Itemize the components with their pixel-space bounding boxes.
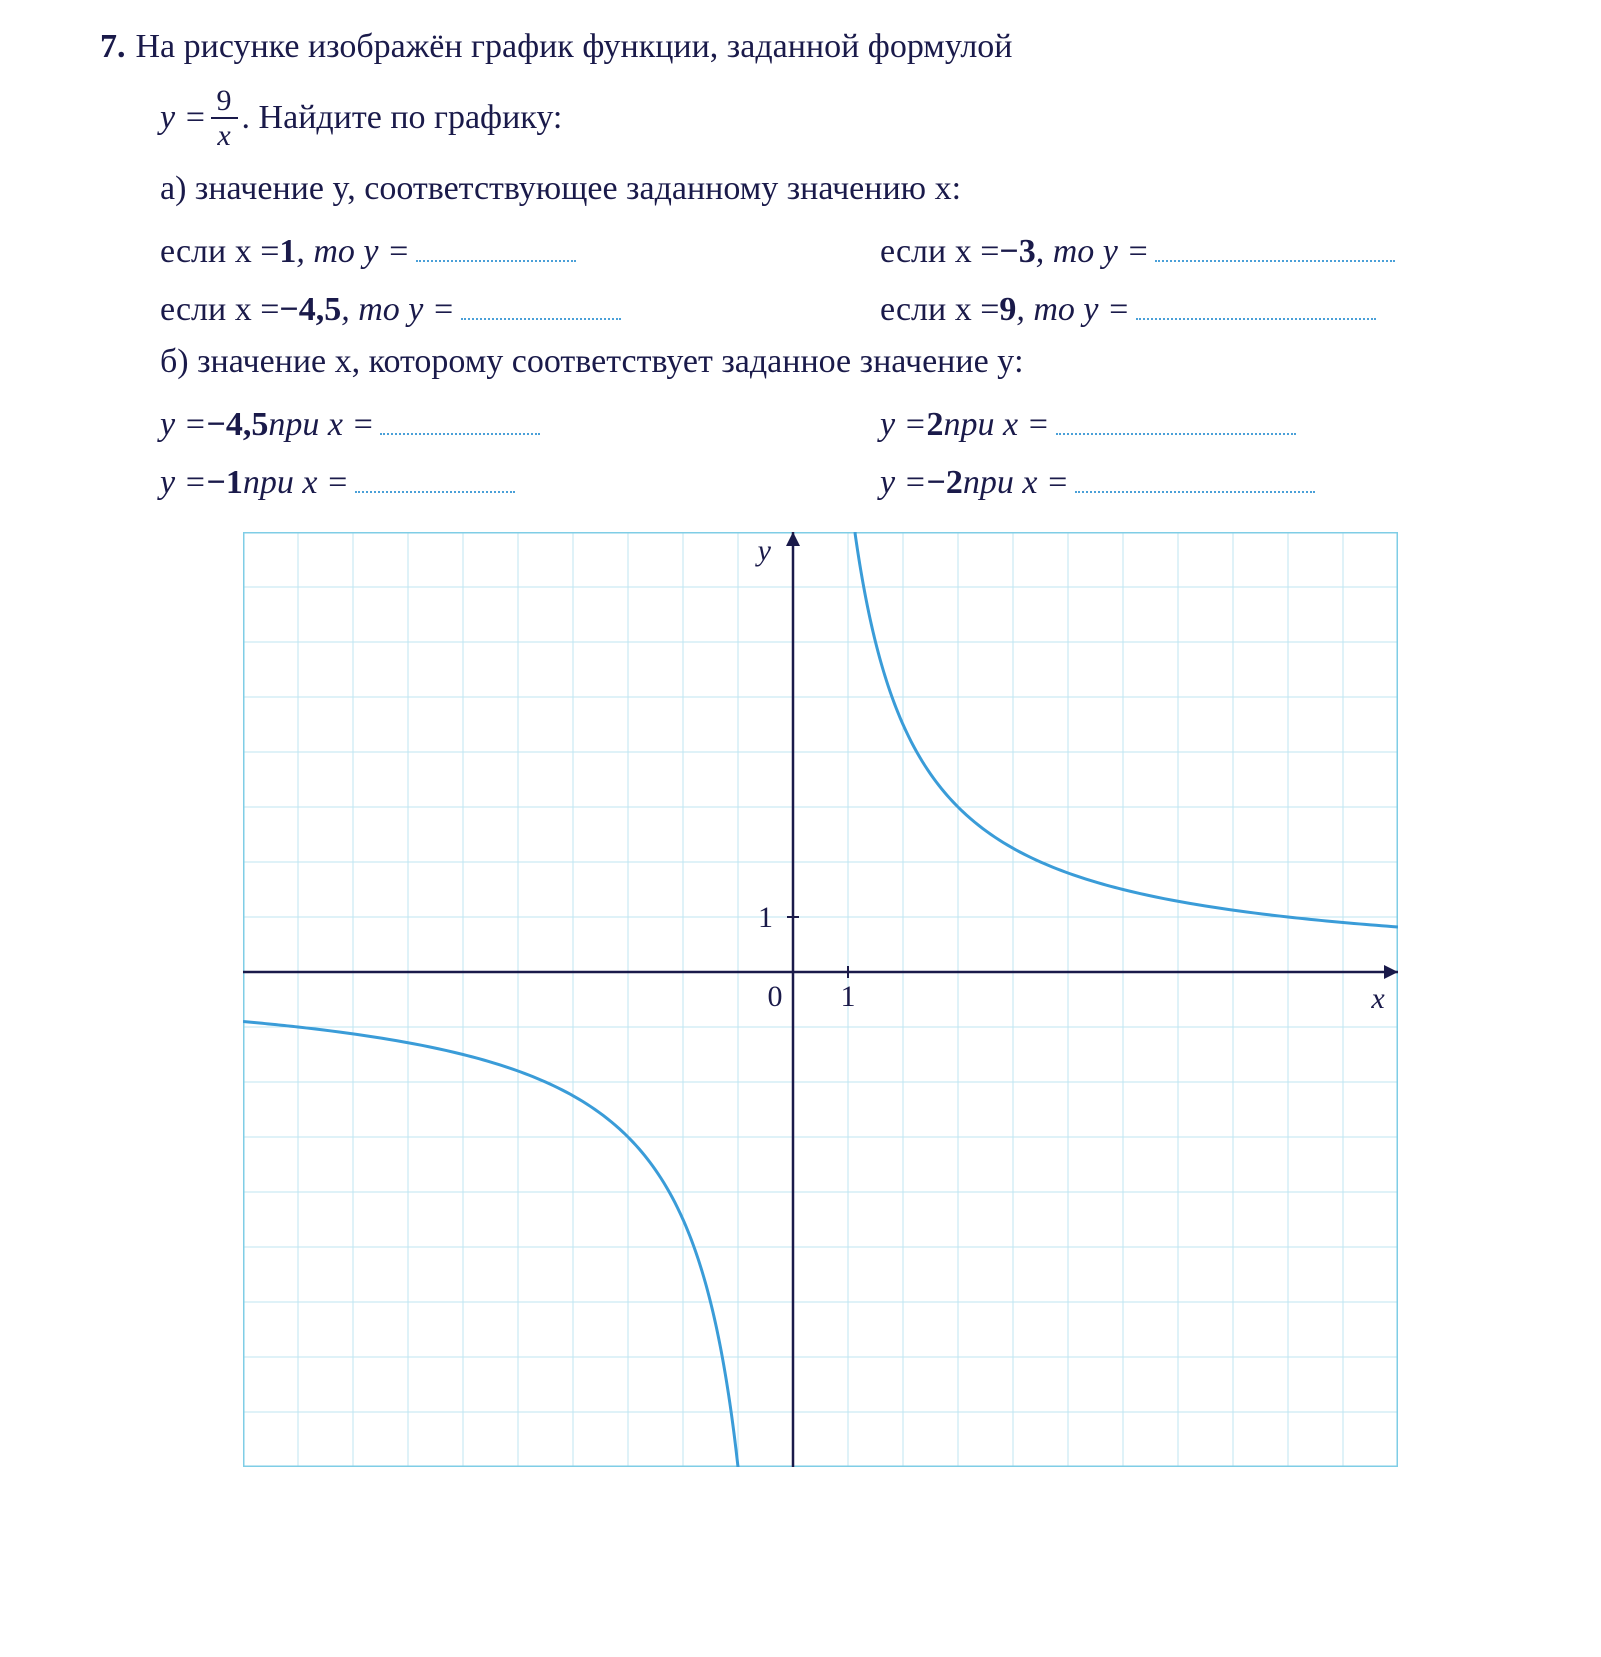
- a0-right-mid: , то y =: [1036, 233, 1150, 271]
- svg-text:0: 0: [768, 980, 783, 1013]
- svg-text:y: y: [755, 534, 772, 567]
- part-a-label: а) значение y, соответствующее заданному…: [160, 170, 1541, 208]
- part-a-row-1: если x = −4,5 , то y = если x = 9 , то y…: [160, 281, 1541, 329]
- intro-text: На рисунке изображён график функции, зад…: [136, 28, 1013, 65]
- b1-right: y = −2 при x =: [880, 454, 1315, 502]
- fraction: 9 x: [211, 84, 238, 152]
- a1-right-input[interactable]: [1136, 281, 1376, 320]
- svg-text:x: x: [1370, 982, 1385, 1015]
- b1-left-val: −1: [207, 464, 243, 502]
- part-a-row-0: если x = 1 , то y = если x = −3 , то y =: [160, 222, 1541, 270]
- hyperbola-chart: 0 1 1 x y: [243, 532, 1398, 1467]
- b1-right-val: −2: [927, 464, 963, 502]
- a1-left-pre: если x =: [160, 291, 279, 329]
- svg-text:1: 1: [841, 980, 856, 1013]
- fraction-denominator: x: [211, 119, 236, 152]
- a0-left-mid: , то y =: [296, 233, 410, 271]
- b1-left-input[interactable]: [355, 454, 515, 493]
- b1-right-mid: при x =: [963, 464, 1069, 502]
- a1-left-input[interactable]: [461, 281, 621, 320]
- b1-left-pre: y =: [160, 464, 207, 502]
- formula-suffix: . Найдите по графику:: [242, 99, 563, 137]
- problem-intro: 7. На рисунке изображён график функции, з…: [100, 20, 1541, 74]
- a0-left-input[interactable]: [416, 222, 576, 261]
- a1-left-val: −4,5: [279, 291, 341, 329]
- a0-right-val: −3: [999, 233, 1035, 271]
- b0-right-pre: y =: [880, 406, 927, 444]
- b1-right-input[interactable]: [1075, 454, 1315, 493]
- part-b-label: б) значение x, которому соответствует за…: [160, 343, 1541, 381]
- problem-number: 7.: [100, 28, 126, 65]
- a0-right: если x = −3 , то y =: [880, 222, 1395, 270]
- a1-right-val: 9: [999, 291, 1016, 329]
- a0-left: если x = 1 , то y =: [160, 222, 576, 270]
- a0-right-input[interactable]: [1155, 222, 1395, 261]
- b0-right: y = 2 при x =: [880, 395, 1296, 443]
- a1-right-pre: если x =: [880, 291, 999, 329]
- b1-right-pre: y =: [880, 464, 927, 502]
- b0-left-val: −4,5: [207, 406, 269, 444]
- svg-text:1: 1: [758, 901, 773, 934]
- a0-left-pre: если x =: [160, 233, 279, 271]
- b0-right-val: 2: [927, 406, 944, 444]
- a1-left: если x = −4,5 , то y =: [160, 281, 621, 329]
- a1-right-mid: , то y =: [1016, 291, 1130, 329]
- formula-prefix: y =: [160, 99, 207, 137]
- a1-left-mid: , то y =: [341, 291, 455, 329]
- b1-left-mid: при x =: [243, 464, 349, 502]
- part-b-label-text: б) значение x, которому соответствует за…: [160, 343, 1024, 380]
- graph-container: 0 1 1 x y: [100, 532, 1541, 1467]
- part-a-label-text: а) значение y, соответствующее заданному…: [160, 170, 961, 207]
- a0-left-val: 1: [279, 233, 296, 271]
- b0-left-pre: y =: [160, 406, 207, 444]
- b0-right-input[interactable]: [1056, 395, 1296, 434]
- b0-right-mid: при x =: [944, 406, 1050, 444]
- fraction-numerator: 9: [211, 84, 238, 119]
- part-b-row-1: y = −1 при x = y = −2 при x =: [160, 454, 1541, 502]
- b0-left-input[interactable]: [380, 395, 540, 434]
- formula-line: y = 9 x . Найдите по графику:: [160, 84, 1541, 152]
- a0-right-pre: если x =: [880, 233, 999, 271]
- a1-right: если x = 9 , то y =: [880, 281, 1376, 329]
- b0-left: y = −4,5 при x =: [160, 395, 540, 443]
- b0-left-mid: при x =: [268, 406, 374, 444]
- part-b-row-0: y = −4,5 при x = y = 2 при x =: [160, 395, 1541, 443]
- b1-left: y = −1 при x =: [160, 454, 515, 502]
